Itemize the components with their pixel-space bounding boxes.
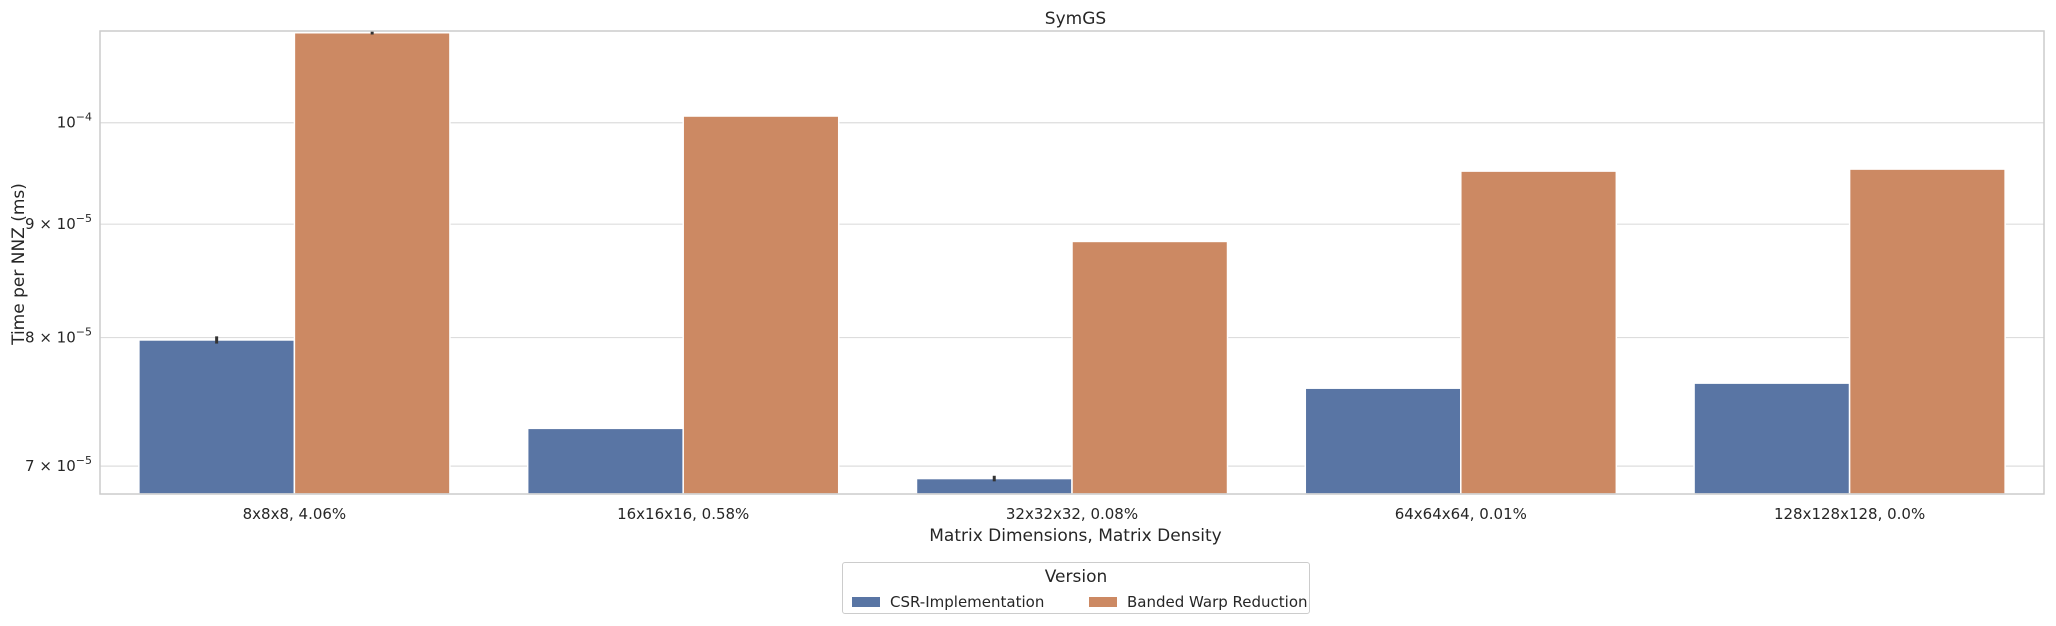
- x-tick-label: 32x32x32, 0.08%: [1006, 505, 1138, 523]
- bar: [293, 32, 451, 495]
- y-tick-label: 7 × 10−5: [25, 454, 92, 475]
- bar: [1071, 240, 1229, 495]
- bar: [1304, 387, 1462, 495]
- bar: [1848, 168, 2006, 495]
- bar: [526, 427, 684, 495]
- plot-frame: [99, 30, 2045, 495]
- legend-entry-csr: CSR-Implementation: [852, 593, 1044, 611]
- legend-label-banded: Banded Warp Reduction: [1127, 593, 1308, 611]
- y-axis-label: Time per NNZ (ms): [9, 183, 29, 346]
- legend-swatch-csr: [852, 597, 880, 607]
- y-tick-label: 8 × 10−5: [25, 326, 92, 347]
- bar: [682, 115, 840, 495]
- legend: Version CSR-Implementation Banded Warp R…: [842, 562, 1310, 614]
- plot-area: 7 × 10−5 8 × 10−5 9 × 10−5 10−4 8x8x8, 4.06%…: [25, 30, 2045, 523]
- x-axis-label: Matrix Dimensions, Matrix Density: [929, 526, 1222, 546]
- y-tick-label: 9 × 10−5: [25, 212, 92, 233]
- bar: [1460, 170, 1618, 495]
- x-tick-label: 8x8x8, 4.06%: [243, 505, 347, 523]
- legend-entry-banded: Banded Warp Reduction: [1089, 593, 1308, 611]
- legend-title: Version: [1044, 567, 1108, 587]
- y-tick-label: 10−4: [57, 111, 92, 132]
- bar: [138, 339, 296, 495]
- legend-swatch-banded: [1089, 597, 1117, 607]
- bar: [1693, 382, 1851, 495]
- legend-label-csr: CSR-Implementation: [890, 593, 1045, 611]
- x-tick-label: 128x128x128, 0.0%: [1774, 505, 1925, 523]
- chart-title: SymGS: [1045, 9, 1106, 29]
- x-tick-label: 64x64x64, 0.01%: [1395, 505, 1527, 523]
- x-tick-label: 16x16x16, 0.58%: [617, 505, 749, 523]
